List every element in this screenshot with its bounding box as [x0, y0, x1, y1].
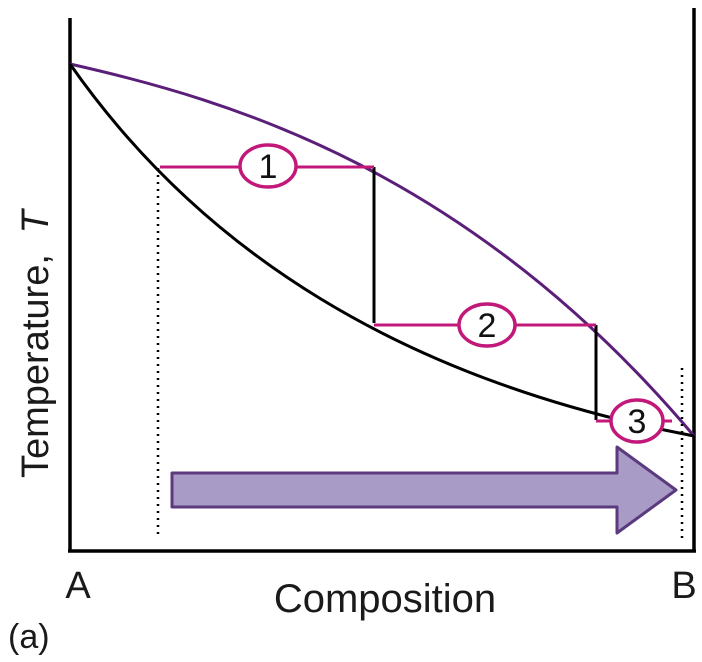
- x-axis-label: Composition: [274, 577, 496, 621]
- liquid-curve: [68, 63, 695, 438]
- step-marker-2: 2: [457, 302, 517, 348]
- y-axis-symbol: T: [15, 208, 57, 234]
- panel-label: (a): [8, 618, 50, 656]
- component-a-label: A: [65, 565, 91, 607]
- step-marker-1: 1: [238, 143, 298, 189]
- step-number-2: 2: [478, 307, 497, 345]
- step-number-1: 1: [259, 148, 278, 186]
- direction-arrow: [170, 445, 678, 535]
- y-axis-label: Temperature, T: [15, 208, 57, 478]
- step-marker-3: 3: [609, 398, 665, 444]
- step-number-3: 3: [628, 403, 647, 441]
- component-b-label: B: [671, 565, 696, 607]
- vapor-curve: [69, 62, 696, 437]
- y-axis-title: Temperature,: [15, 254, 57, 478]
